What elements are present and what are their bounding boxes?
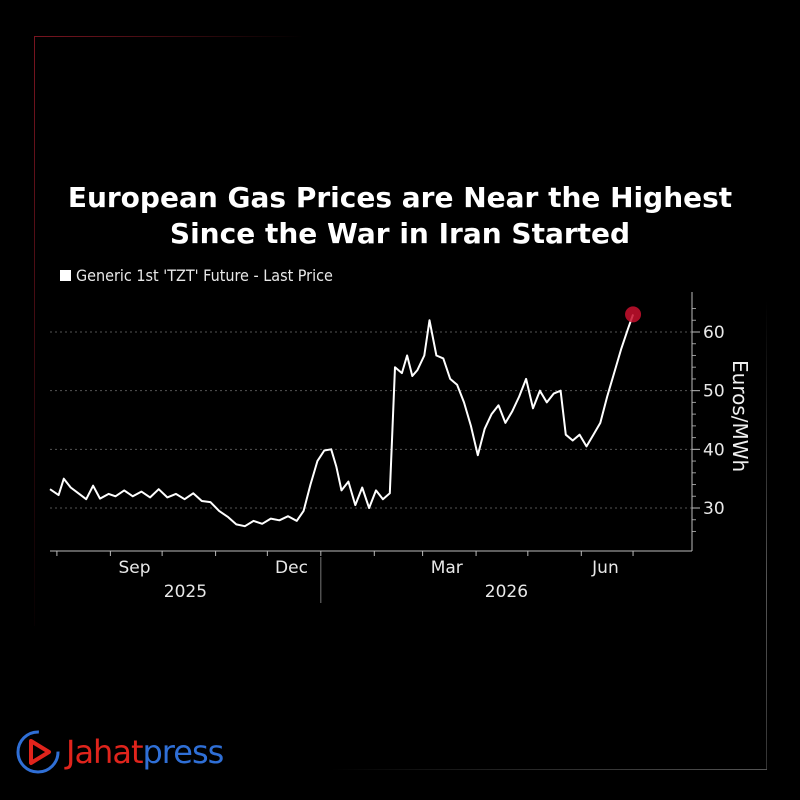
x-tick-label-dec: Dec — [275, 558, 308, 578]
y-tick-label-60: 60 — [703, 323, 725, 343]
play-logo-icon — [16, 730, 60, 774]
chart-title-line-1: European Gas Prices are Near the Highest — [67, 181, 733, 214]
legend-swatch — [60, 270, 71, 281]
x-tick-label-mar: Mar — [431, 558, 463, 578]
last-price-marker — [625, 306, 642, 323]
y-tick-label-30: 30 — [703, 499, 725, 519]
brand-name-part1: Jahat — [66, 733, 143, 771]
frame-left-line — [34, 36, 35, 626]
x-tick-label-jun: Jun — [591, 558, 619, 578]
y-axis-label: Euros/MWh — [728, 360, 752, 472]
y-tick-label-50: 50 — [703, 382, 725, 402]
frame-top-line — [34, 36, 304, 37]
x-year-label-2025: 2025 — [164, 582, 207, 602]
price-series-line — [49, 314, 635, 528]
chart-legend: Generic 1st 'TZT' Future - Last Price — [60, 266, 333, 285]
brand-logo: Jahatpress — [14, 728, 224, 776]
y-tick-label-40: 40 — [703, 440, 725, 460]
brand-name: Jahatpress — [66, 733, 224, 771]
brand-name-part2: press — [142, 733, 224, 771]
legend-label: Generic 1st 'TZT' Future - Last Price — [76, 266, 333, 285]
chart-title: European Gas Prices are Near the Highest… — [0, 180, 800, 252]
x-year-label-2026: 2026 — [485, 582, 528, 602]
x-tick-label-sep: Sep — [119, 558, 151, 578]
frame-right-line — [766, 300, 767, 770]
chart-title-line-2: Since the War in Iran Started — [169, 217, 631, 250]
frame-bottom-line — [330, 769, 767, 770]
